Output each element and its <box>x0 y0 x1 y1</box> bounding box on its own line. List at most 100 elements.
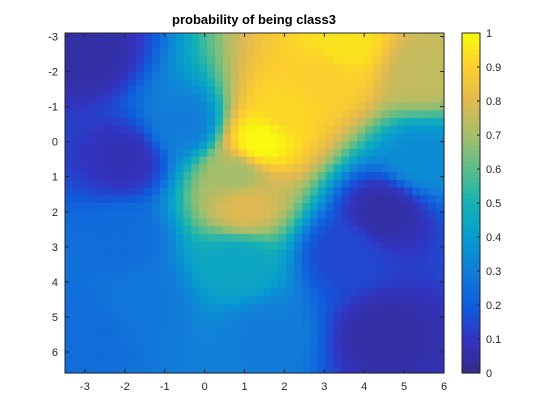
heatmap-cell <box>215 125 224 135</box>
heatmap-cell <box>136 94 145 104</box>
heatmap-cell <box>191 187 200 196</box>
heatmap-cell <box>143 334 153 343</box>
heatmap-cell <box>301 349 311 359</box>
heatmap-cell <box>309 280 319 289</box>
heatmap-cell <box>104 334 113 343</box>
heatmap-cell <box>420 218 429 227</box>
heatmap-cell <box>301 303 311 312</box>
heatmap-cell <box>309 156 319 165</box>
heatmap-cell <box>238 125 248 135</box>
heatmap-cell <box>136 56 145 65</box>
heatmap-cell <box>412 110 421 119</box>
heatmap-cell <box>207 264 216 274</box>
heatmap-cell <box>238 272 248 281</box>
heatmap-cell <box>270 257 279 266</box>
heatmap-cell <box>293 326 303 335</box>
heatmap-cell <box>388 365 398 374</box>
heatmap-cell <box>428 349 437 359</box>
heatmap-cell <box>325 87 335 96</box>
heatmap-cell <box>349 342 358 351</box>
heatmap-cell <box>428 210 437 220</box>
heatmap-cell <box>128 365 137 374</box>
heatmap-cell <box>230 249 240 258</box>
colorbar-swatch <box>462 250 480 257</box>
heatmap-cell <box>349 365 358 374</box>
heatmap-cell <box>65 156 74 165</box>
heatmap-cell <box>230 63 240 73</box>
heatmap-cell <box>262 71 271 80</box>
heatmap-cell <box>293 71 303 80</box>
heatmap-cell <box>191 218 200 227</box>
heatmap-cell <box>420 71 429 80</box>
heatmap-cell <box>88 71 98 80</box>
heatmap-cell <box>380 365 390 374</box>
heatmap-cell <box>88 94 98 104</box>
heatmap-cell <box>230 342 240 351</box>
heatmap-cell <box>120 133 129 142</box>
heatmap-cell <box>436 233 445 243</box>
heatmap-cell <box>365 110 374 119</box>
heatmap-cell <box>199 164 208 173</box>
colorbar-swatch <box>462 330 480 337</box>
heatmap-cell <box>270 156 279 165</box>
heatmap-cell <box>104 249 113 258</box>
heatmap-cell <box>65 94 74 104</box>
heatmap-cell <box>333 118 342 127</box>
heatmap-cell <box>262 87 271 96</box>
heatmap-cell <box>207 311 216 320</box>
heatmap-cell <box>254 342 263 351</box>
heatmap-cell <box>428 226 437 235</box>
heatmap-cell <box>388 218 398 227</box>
colorbar-swatch <box>462 314 480 321</box>
heatmap-cell <box>333 40 342 50</box>
heatmap-cell <box>104 71 113 80</box>
heatmap-cell <box>428 71 437 80</box>
heatmap-cell <box>372 172 382 181</box>
heatmap-cell <box>301 48 311 57</box>
heatmap-cell <box>436 48 445 57</box>
heatmap-cell <box>175 40 185 50</box>
heatmap-cell <box>293 40 303 50</box>
heatmap-cell <box>278 118 287 127</box>
heatmap-cell <box>167 218 177 227</box>
heatmap-cell <box>120 79 129 88</box>
x-tick-label: 1 <box>241 381 247 393</box>
heatmap-cell <box>309 40 319 50</box>
heatmap-cell <box>396 365 406 374</box>
heatmap-cell <box>175 365 185 374</box>
heatmap-cell <box>293 63 303 73</box>
heatmap-cell <box>88 272 98 281</box>
heatmap-cell <box>120 164 129 173</box>
heatmap-cell <box>396 195 406 204</box>
heatmap-cell <box>317 233 327 243</box>
heatmap-cell <box>436 33 445 42</box>
heatmap-cell <box>128 334 137 343</box>
heatmap-cell <box>325 48 335 57</box>
heatmap-cell <box>159 349 169 359</box>
heatmap-cell <box>301 326 311 335</box>
heatmap-cell <box>262 226 271 235</box>
heatmap-cell <box>104 203 113 212</box>
heatmap-cell <box>215 172 224 181</box>
heatmap-cell <box>128 288 137 297</box>
heatmap-cell <box>112 311 121 320</box>
heatmap-cell <box>301 226 311 235</box>
heatmap-cell <box>436 87 445 96</box>
heatmap-cell <box>412 218 421 227</box>
heatmap-cell <box>388 195 398 204</box>
heatmap-cell <box>104 326 113 335</box>
heatmap-cell <box>349 349 358 359</box>
heatmap-cell <box>412 40 421 50</box>
heatmap-cell <box>270 349 279 359</box>
heatmap-cell <box>262 94 271 104</box>
heatmap-cell <box>112 210 121 220</box>
heatmap-cell <box>207 318 216 328</box>
heatmap-cell <box>412 164 421 173</box>
heatmap-cell <box>104 257 113 266</box>
heatmap-cell <box>436 334 445 343</box>
heatmap-cell <box>65 303 74 312</box>
x-tick-label: -3 <box>80 381 90 393</box>
heatmap-cell <box>136 311 145 320</box>
colorbar-swatch <box>462 224 480 231</box>
heatmap-cell <box>151 71 161 80</box>
